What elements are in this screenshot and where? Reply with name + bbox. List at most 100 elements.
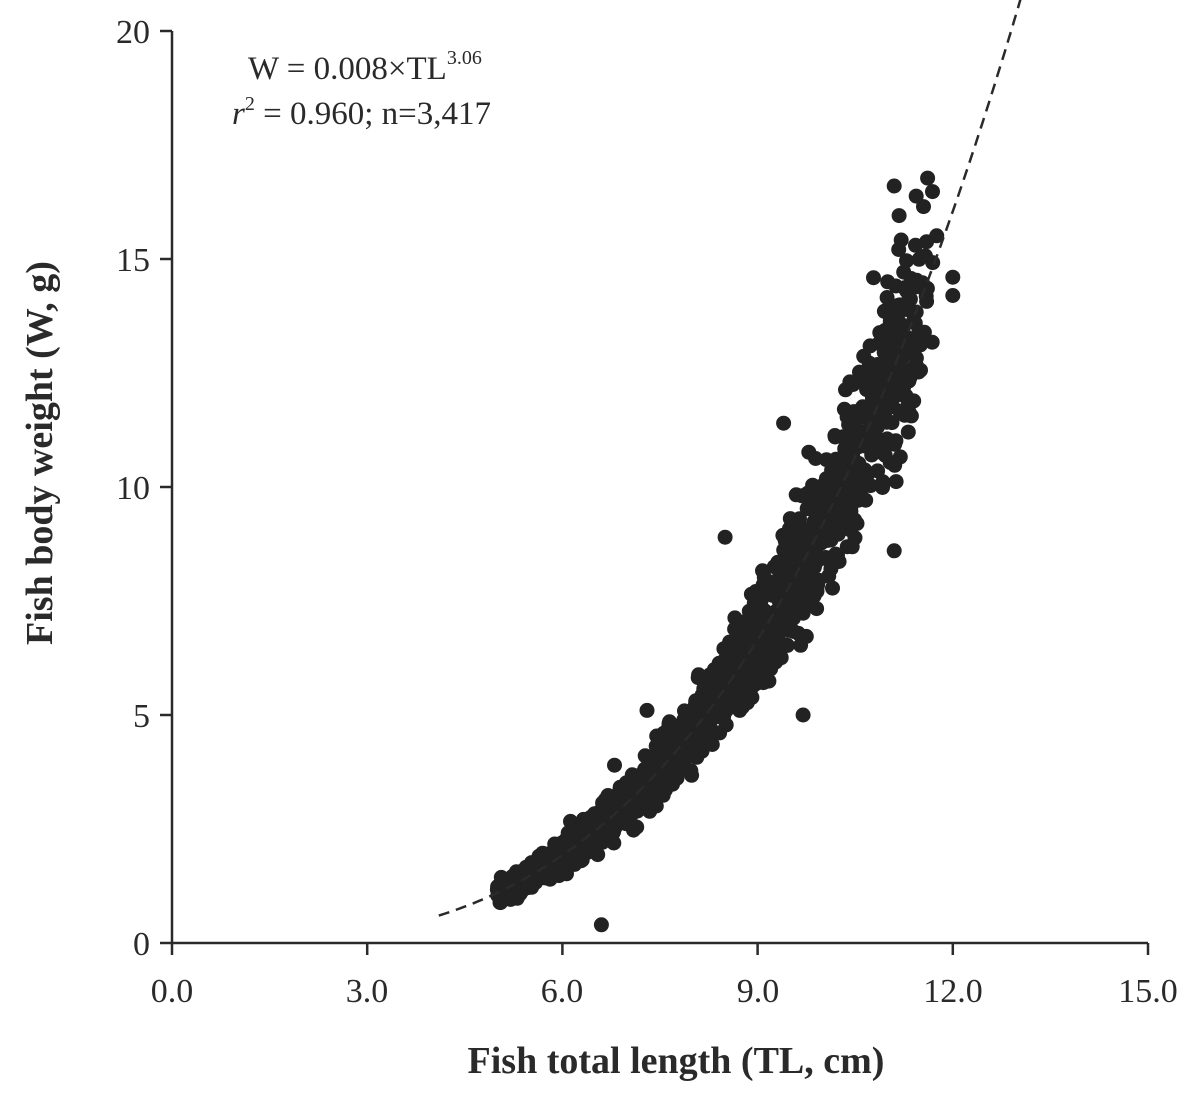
data-point	[742, 671, 758, 687]
data-point	[554, 835, 570, 851]
x-tick-labels: 0.0 3.0 6.0 9.0 12.0 15.0	[151, 973, 1178, 1010]
data-point	[862, 376, 877, 392]
data-point	[838, 382, 853, 398]
data-point	[945, 269, 961, 285]
r2-stats: = 0.960; n=3,417	[255, 96, 491, 132]
data-point	[593, 917, 609, 933]
data-point	[925, 184, 940, 200]
data-point	[868, 439, 884, 455]
data-point	[849, 462, 865, 478]
data-point	[850, 492, 866, 508]
data-point	[766, 639, 782, 654]
data-point	[900, 424, 916, 440]
data-point	[570, 841, 586, 857]
data-point	[875, 480, 890, 495]
data-point	[908, 188, 924, 204]
y-tick-label: 5	[133, 698, 150, 735]
data-point	[891, 242, 907, 257]
r2-label: r2 = 0.960; n=3,417	[232, 93, 491, 132]
y-tick-labels: 0 5 10 15 20	[116, 14, 150, 963]
equation-exponent: 3.06	[447, 47, 482, 69]
data-point	[680, 726, 696, 742]
data-point	[663, 736, 679, 752]
data-point	[683, 763, 699, 779]
data-point	[891, 208, 907, 224]
data-point	[659, 768, 675, 784]
y-tick-label: 10	[116, 470, 150, 507]
data-point	[707, 699, 723, 715]
data-point	[776, 415, 792, 431]
data-point	[570, 823, 586, 839]
data-point	[825, 580, 840, 596]
data-point	[808, 490, 824, 506]
x-tick-label: 9.0	[737, 973, 780, 1010]
data-point	[920, 170, 936, 186]
data-point	[886, 543, 902, 559]
y-axis-title: Fish body weight (W, g)	[19, 261, 61, 645]
data-point	[808, 451, 824, 466]
data-point	[828, 451, 844, 467]
data-point	[795, 585, 811, 601]
data-point	[583, 809, 599, 825]
data-point	[799, 569, 815, 585]
y-tick-label: 15	[116, 242, 150, 279]
data-point	[859, 364, 875, 380]
data-point	[880, 394, 896, 410]
data-point	[774, 615, 790, 631]
data-point	[624, 767, 640, 783]
data-point	[698, 686, 714, 702]
data-point	[691, 667, 707, 683]
x-tick-label: 0.0	[151, 973, 194, 1010]
data-point	[892, 449, 908, 465]
data-point	[746, 595, 762, 611]
data-point	[763, 657, 779, 673]
data-point	[538, 847, 554, 863]
r2-variable: r	[232, 96, 245, 132]
data-point	[912, 324, 928, 340]
data-point	[677, 712, 693, 728]
data-point	[780, 586, 796, 602]
data-point	[601, 800, 617, 816]
data-point	[905, 360, 921, 376]
x-axis-title: Fish total length (TL, cm)	[468, 1040, 885, 1082]
data-point	[849, 516, 865, 531]
fit-curve	[438, 0, 1022, 917]
data-point	[735, 699, 750, 715]
x-tick-label: 12.0	[923, 973, 983, 1010]
data-point	[727, 621, 743, 637]
data-point	[847, 530, 863, 546]
data-point	[891, 297, 906, 313]
data-point	[840, 478, 856, 493]
data-point	[594, 833, 610, 848]
data-point	[751, 650, 767, 666]
data-point	[888, 474, 904, 490]
data-points	[489, 170, 961, 933]
data-point	[717, 529, 733, 545]
data-point	[555, 858, 571, 874]
y-tick-label: 0	[133, 926, 150, 963]
r2-exponent: 2	[245, 93, 255, 115]
data-point	[639, 702, 655, 718]
data-point	[782, 551, 798, 567]
equation-label: W = 0.008×TL3.06	[248, 47, 482, 87]
data-point	[820, 521, 836, 536]
data-point	[744, 689, 760, 705]
data-point	[892, 315, 908, 331]
data-point	[492, 895, 508, 910]
data-point	[782, 511, 798, 527]
axis-ticks	[160, 29, 1150, 955]
data-point	[870, 463, 886, 479]
data-point	[925, 255, 941, 271]
data-point	[877, 325, 893, 341]
data-point	[702, 667, 718, 683]
data-point	[945, 288, 961, 303]
data-point	[853, 402, 869, 418]
data-point	[649, 754, 665, 770]
y-tick-label: 20	[116, 14, 150, 51]
data-point	[606, 835, 622, 851]
data-point	[916, 199, 931, 215]
data-point	[722, 682, 738, 698]
data-point	[876, 303, 892, 319]
data-point	[779, 637, 795, 653]
